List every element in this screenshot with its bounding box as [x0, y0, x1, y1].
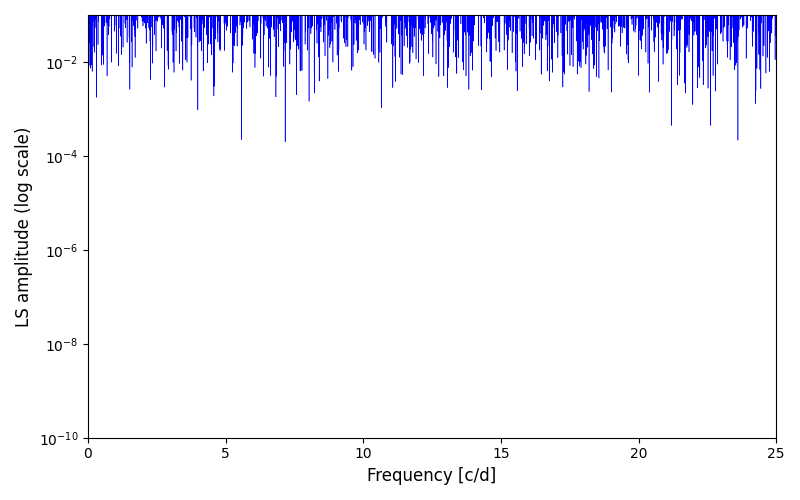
X-axis label: Frequency [c/d]: Frequency [c/d] [367, 467, 497, 485]
Y-axis label: LS amplitude (log scale): LS amplitude (log scale) [15, 126, 33, 326]
